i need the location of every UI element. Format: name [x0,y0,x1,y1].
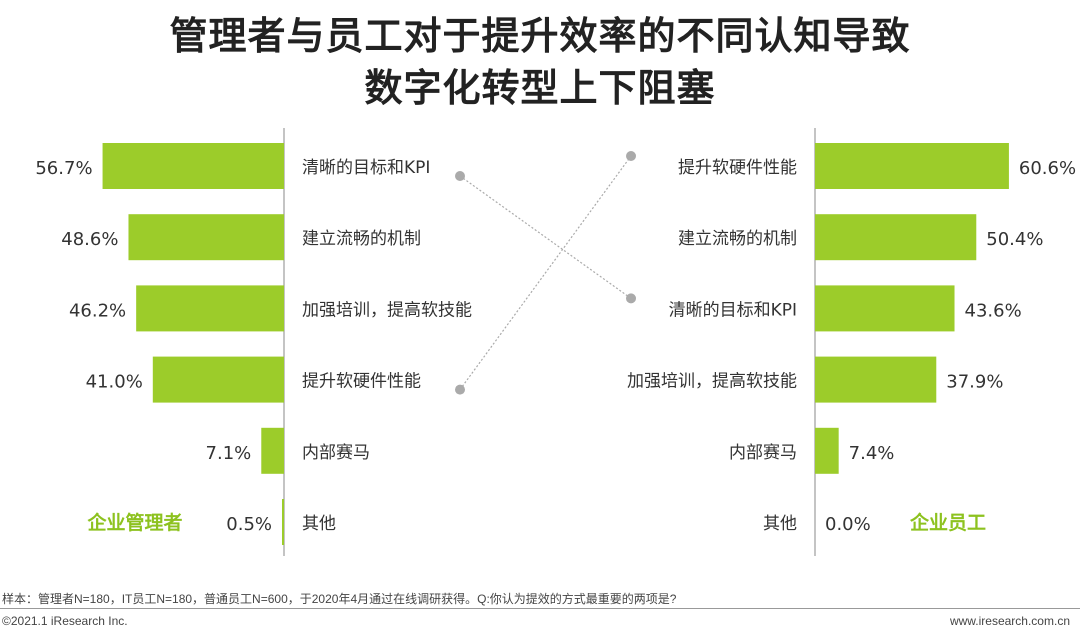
bar-value-label: 41.0% [86,372,143,393]
footer-divider [0,608,1080,609]
category-label: 其他 [763,514,797,534]
category-label: 加强培训，提高软技能 [302,300,472,320]
bar-employee [815,214,977,261]
category-label: 清晰的目标和KPI [669,300,797,320]
bar-value-label: 0.0% [825,514,871,535]
bar-value-label: 7.4% [849,443,895,464]
connector-line [459,175,632,299]
bar-employee [815,285,955,332]
bar-value-label: 7.1% [206,443,252,464]
category-label: 提升软硬件性能 [302,372,421,392]
title-line-1: 管理者与员工对于提升效率的不同认知导致 [169,14,911,58]
bar-manager [152,356,284,403]
connector-line [459,155,632,390]
bar-value-label: 43.6% [965,300,1022,321]
connector-dot [455,171,465,181]
connector-dot [626,293,636,304]
category-label: 内部赛马 [302,442,370,463]
bar-value-label: 48.6% [61,229,118,250]
bar-employee [815,427,839,474]
category-label: 内部赛马 [729,442,797,463]
category-label: 建立流畅的机制 [678,229,797,249]
bar-manager [136,285,284,332]
bar-employee [815,356,937,403]
category-label: 其他 [302,514,336,534]
legend-manager: 企业管理者 [86,511,182,534]
title-line-2: 数字化转型上下阻塞 [364,66,716,110]
category-label: 建立流畅的机制 [302,229,421,249]
copyright: ©2021.1 iResearch Inc. [2,614,128,628]
category-label: 清晰的目标和KPI [302,158,430,178]
bar-value-label: 56.7% [35,158,92,179]
bar-manager [261,427,284,474]
connector-dot [455,384,465,395]
sample-note: 样本：管理者N=180，IT员工N=180，普通员工N=600，于2020年4月… [2,592,677,606]
bar-value-label: 37.9% [946,372,1003,393]
bar-manager [128,214,284,261]
bar-manager [282,499,284,545]
page-title: 管理者与员工对于提升效率的不同认知导致 数字化转型上下阻塞 [0,10,1080,114]
category-label: 加强培训，提高软技能 [627,372,797,392]
bar-value-label: 50.4% [986,229,1043,250]
bar-value-label: 0.5% [226,514,272,535]
bar-manager [102,143,284,189]
legend-employee: 企业员工 [909,511,986,534]
bar-value-label: 46.2% [69,300,126,321]
bar-value-label: 60.6% [1019,158,1076,179]
connector-dot [626,151,636,161]
bar-employee [815,143,1009,189]
website: www.iresearch.com.cn [949,614,1070,628]
category-label: 提升软硬件性能 [678,158,797,178]
